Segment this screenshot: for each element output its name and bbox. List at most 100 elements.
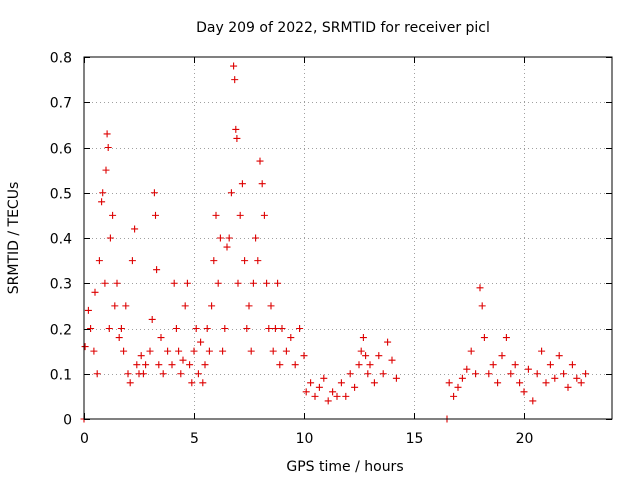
data-point [106,234,114,242]
data-point [307,379,315,387]
data-point [529,397,537,405]
data-point [271,325,279,332]
data-point [269,347,277,355]
data-point [216,234,224,242]
data-point [236,211,244,219]
data-point [476,284,484,292]
data-point [170,279,178,287]
data-point [194,370,202,378]
data-point [205,347,213,355]
axis-ticks: 0 5 10 15 20 0 0.1 0.2 0.3 0.4 0.5 0.6 0.7 0.8 [50,51,612,447]
data-point [203,325,211,332]
data-point [152,211,159,219]
data-point [153,266,161,274]
data-point [115,334,123,342]
data-point [101,279,109,287]
y-tick-label: 0 [63,413,72,429]
data-point [109,211,117,219]
data-point [375,352,383,360]
data-point [546,361,554,369]
data-point [267,302,275,310]
data-point [139,370,147,378]
data-point [155,361,163,369]
data-point [379,370,387,378]
data-point [302,388,310,396]
data-point [81,343,89,351]
data-point [201,361,209,369]
x-axis-label: GPS time / hours [286,459,403,475]
data-point [263,279,271,287]
data-point [366,361,374,369]
data-point [212,211,220,219]
data-point [445,379,453,387]
data-point [234,279,242,287]
data-point [241,257,249,265]
y-tick-label: 0.1 [50,368,72,384]
data-point [131,225,139,233]
x-tick-label: 5 [190,431,199,447]
data-point [258,180,266,188]
data-point [364,370,372,378]
data-point [463,365,471,373]
data-point [183,279,191,287]
data-point [351,383,359,391]
data-point [362,352,370,360]
data-point [555,352,563,360]
data-point [276,361,284,369]
data-point [502,334,510,342]
data-point [311,392,319,400]
data-point [249,279,257,287]
data-point [357,347,365,355]
grid-lines [84,57,612,419]
data-point [117,325,125,332]
data-point [208,302,216,310]
data-point [175,347,183,355]
data-point [315,383,323,391]
data-point [146,347,154,355]
data-point [90,347,98,355]
data-point [450,392,458,400]
data-point [105,325,113,332]
data-point [150,189,158,197]
data-points [80,62,590,423]
data-point [227,189,235,197]
data-point [148,315,156,323]
data-point [245,302,253,310]
data-point [231,76,239,84]
y-tick-label: 0.4 [50,232,72,248]
data-point [300,352,308,360]
data-point [192,325,200,332]
data-point [168,361,176,369]
data-point [370,379,378,387]
data-point [219,347,227,355]
data-point [95,257,103,265]
data-point [260,211,268,219]
data-point [564,383,572,391]
data-point [164,347,172,355]
data-point [243,325,251,332]
data-point [577,379,585,387]
data-point [102,166,110,174]
data-point [573,374,581,382]
x-tick-label: 10 [296,431,314,447]
data-point [388,356,396,364]
data-point [186,361,194,369]
data-point [99,189,107,197]
data-point [346,370,354,378]
data-point [287,334,295,342]
data-point [498,352,506,360]
data-point [137,352,145,360]
data-point [337,379,345,387]
data-point [230,62,238,70]
data-point [551,374,559,382]
data-point [324,397,332,405]
data-point [333,392,341,400]
data-point [478,302,486,310]
data-point [485,370,493,378]
y-tick-label: 0.2 [50,323,72,339]
data-point [489,361,497,369]
data-point [126,379,134,387]
data-point [511,361,519,369]
